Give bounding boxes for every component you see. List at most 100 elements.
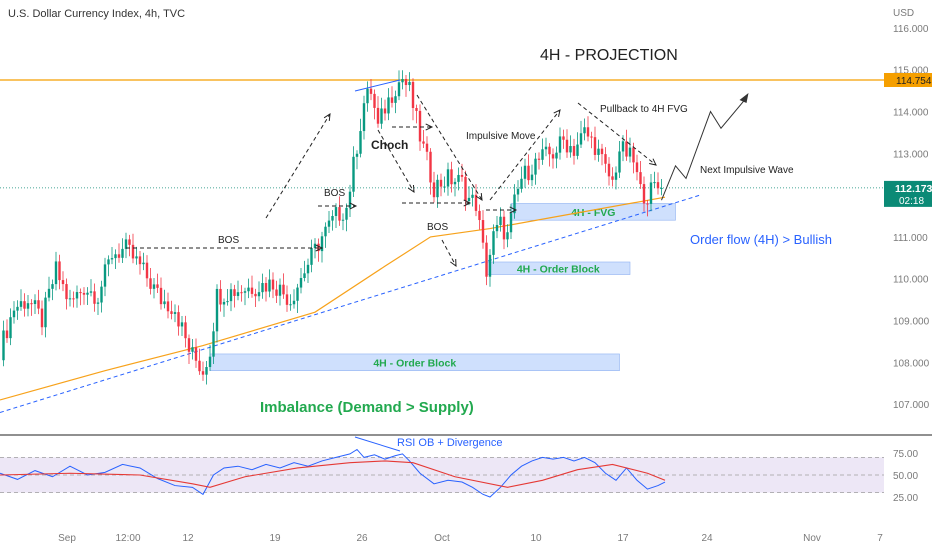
price-tick-label: 107.000	[893, 400, 930, 411]
candle-body	[257, 292, 261, 297]
annotation-arrow	[354, 79, 401, 92]
candle-body	[184, 322, 187, 339]
candle-body	[180, 322, 184, 327]
candle-body	[65, 284, 68, 300]
candle-body	[492, 231, 495, 255]
candle-body	[415, 108, 418, 111]
candle-body	[261, 283, 264, 293]
candle-body	[488, 254, 492, 277]
candle-body	[600, 148, 604, 155]
candle-body	[586, 127, 590, 137]
rsi-note-label: RSI OB + Divergence	[397, 437, 502, 449]
candle-body	[478, 210, 481, 221]
candle-body	[583, 127, 586, 134]
candle-body	[565, 139, 569, 153]
candle-body	[247, 287, 250, 292]
candle-body	[131, 244, 135, 259]
candle-body	[198, 360, 201, 372]
candle-body	[537, 158, 541, 160]
candle-body	[212, 331, 215, 357]
candle-body	[390, 97, 394, 103]
candle-body	[135, 256, 138, 259]
candle-body	[432, 182, 436, 198]
candle-body	[107, 259, 110, 265]
candle-body	[380, 108, 383, 124]
candle-body	[128, 239, 131, 245]
candle-body	[75, 292, 79, 299]
candle-body	[656, 182, 660, 189]
candle-body	[26, 303, 30, 309]
time-tick-label: Nov	[803, 533, 821, 544]
candle-body	[509, 213, 513, 233]
price-axis: 116.000115.000114.000113.000112.000111.0…	[884, 24, 932, 504]
candle-body	[460, 174, 464, 177]
candle-body	[338, 207, 341, 221]
candle-body	[331, 215, 334, 221]
projection-title: 4H - PROJECTION	[540, 47, 678, 64]
candle-body	[506, 232, 509, 240]
candle-body	[660, 188, 663, 190]
candle-body	[436, 179, 439, 198]
price-badge-value: 112.173	[895, 183, 932, 195]
candle-body	[527, 165, 530, 181]
candle-body	[366, 88, 369, 104]
candle-body	[292, 300, 296, 305]
candle-body	[187, 338, 191, 352]
candle-body	[54, 261, 58, 285]
trendline	[0, 194, 701, 413]
candle-body	[597, 148, 600, 155]
candle-body	[551, 154, 555, 159]
candle-body	[191, 347, 194, 352]
candle-body	[205, 367, 208, 375]
candle-body	[495, 225, 499, 232]
candle-body	[222, 301, 226, 305]
candle-body	[114, 254, 117, 259]
candle-body	[173, 312, 177, 314]
choch-label: Choch	[371, 138, 408, 152]
bos-label-1: BOS	[218, 235, 239, 246]
time-tick-label: 12	[182, 533, 194, 544]
candle-body	[467, 197, 471, 202]
candle-body	[474, 194, 478, 211]
candle-body	[215, 288, 219, 332]
candle-body	[254, 293, 257, 297]
candle-body	[23, 301, 26, 309]
candle-body	[40, 308, 44, 328]
candle-body	[544, 146, 548, 150]
candle-body	[103, 264, 107, 287]
candle-body	[142, 262, 145, 265]
projection-arrowhead	[739, 92, 749, 103]
candle-body	[376, 107, 380, 124]
candle-body	[362, 103, 366, 132]
candle-body	[145, 262, 149, 279]
rsi-tick-label: 25.00	[893, 493, 918, 504]
candle-body	[394, 96, 397, 103]
candle-body	[639, 172, 642, 185]
candle-body	[299, 277, 303, 288]
candle-body	[324, 226, 327, 237]
candle-body	[625, 141, 628, 157]
candle-body	[240, 292, 243, 294]
candle-body	[236, 292, 240, 296]
candle-body	[2, 330, 5, 361]
price-tick-label: 114.000	[893, 108, 929, 119]
annotation-arrowhead	[425, 123, 434, 131]
candle-body	[121, 248, 124, 258]
rsi-ma-line	[0, 460, 666, 488]
candle-body	[373, 93, 376, 108]
candle-body	[548, 146, 551, 155]
price-badge	[884, 180, 932, 207]
annotation-arrowhead	[323, 113, 331, 122]
candle-body	[268, 279, 271, 292]
candle-body	[502, 216, 506, 240]
candle-body	[635, 162, 639, 173]
candle-body	[649, 182, 653, 204]
candle-body	[156, 284, 159, 288]
candle-body	[194, 347, 198, 361]
annotation-arrowhead	[553, 109, 561, 117]
candle-body	[177, 312, 180, 327]
candle-body	[443, 186, 446, 188]
candle-body	[96, 302, 100, 304]
candle-body	[58, 261, 61, 281]
